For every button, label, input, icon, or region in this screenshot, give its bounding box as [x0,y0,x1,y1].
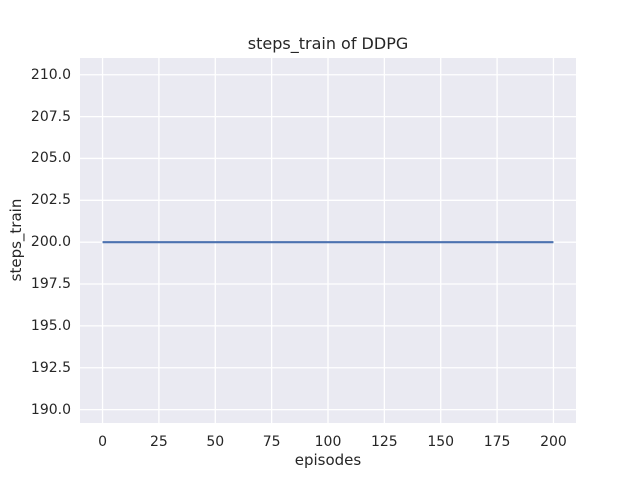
y-axis-label: steps_train [7,198,25,282]
y-tick-label: 210.0 [30,66,71,83]
y-tick-label: 205.0 [30,150,71,167]
y-tick-label: 207.5 [30,108,71,125]
x-tick-label: 0 [98,434,107,450]
chart-title: steps_train of DDPG [247,34,409,53]
x-tick-label: 50 [206,434,225,450]
x-tick-label: 175 [483,434,511,450]
x-tick-label: 75 [262,434,281,450]
x-axis-label: episodes [294,451,362,469]
y-tick-label: 190.0 [30,401,71,418]
y-tick-label: 192.5 [30,359,71,376]
plot-area [80,58,576,423]
y-tick-label: 197.5 [30,276,71,293]
x-tick-label: 25 [149,434,168,450]
y-tick-label: 200.0 [30,234,71,251]
x-tick-label: 125 [370,434,398,450]
x-tick-label: 150 [427,434,455,450]
y-tick-label: 202.5 [30,192,71,209]
y-tick-label: 195.0 [30,317,71,334]
x-tick-label: 100 [314,434,342,450]
x-tick-label: 200 [540,434,567,450]
